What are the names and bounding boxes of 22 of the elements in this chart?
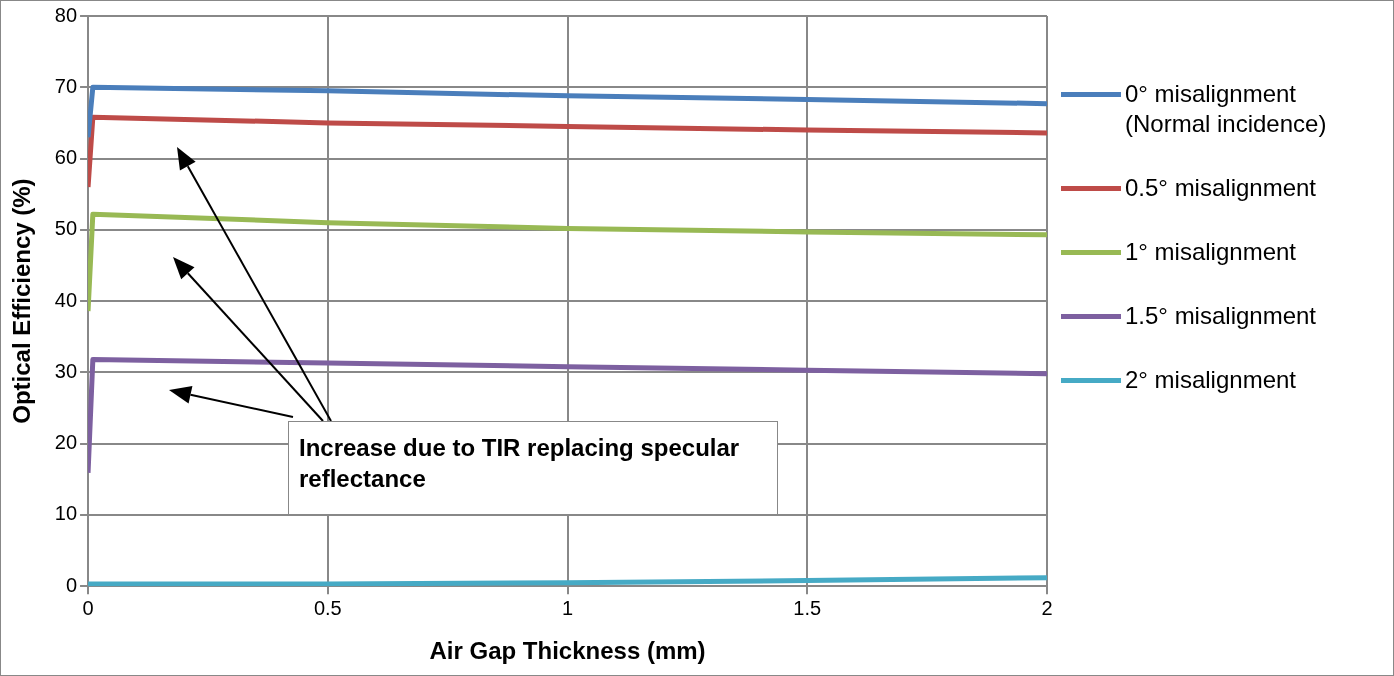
x-axis-title: Air Gap Thickness (mm)	[429, 637, 706, 665]
x-tick-label: 0	[82, 596, 94, 619]
y-tick-label: 40	[54, 288, 78, 311]
legend-label: 1.5° misalignment	[1125, 301, 1317, 331]
legend-label: 1° misalignment	[1125, 237, 1296, 267]
y-tick-label: 80	[54, 3, 78, 26]
y-tick-label: 70	[54, 74, 78, 97]
y-tick-label: 60	[54, 146, 78, 169]
x-tick-label: 2	[1041, 596, 1053, 619]
y-tick-label: 30	[54, 359, 78, 382]
y-tick-label: 50	[54, 217, 78, 240]
y-tick-label: 10	[54, 502, 78, 525]
x-tick-label: 1.5	[793, 596, 822, 619]
legend-label: 0.5° misalignment	[1125, 173, 1317, 203]
legend-label: 2° misalignment	[1125, 365, 1296, 395]
y-tick-label: 0	[65, 573, 78, 596]
x-tick-label: 0.5	[313, 596, 342, 619]
annotation: Increase due to TIR replacing specular reflectance	[299, 434, 740, 492]
x-tick-label: 1	[561, 596, 574, 619]
y-axis-title: Optical Efficiency (%)	[8, 178, 36, 424]
y-tick-label: 20	[54, 431, 78, 454]
legend-label: 0° misalignment (Normal incidence)	[1125, 79, 1328, 139]
